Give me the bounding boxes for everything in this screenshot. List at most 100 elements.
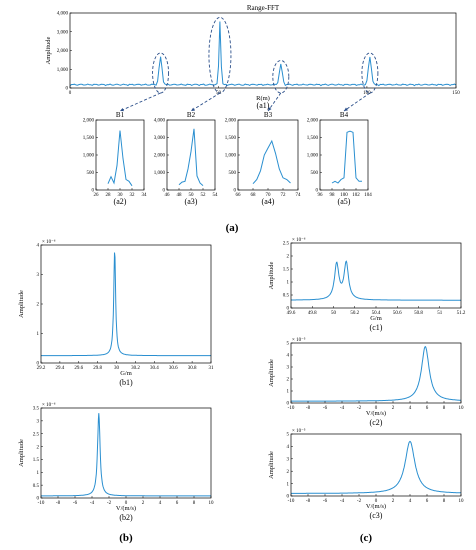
series-line-a2 (107, 130, 133, 187)
x-tick-label-b1: 30.2 (131, 366, 140, 371)
y-tick-label-a4: 2,000 (225, 119, 237, 124)
y-tick-label-b2: 3 (37, 420, 40, 425)
y-tick-label-c2: 0 (287, 402, 290, 407)
y-axis-label-b1: Amplitude (18, 290, 25, 318)
x-tick-label-a4: 72 (281, 193, 287, 198)
y-tick-label-a2: 500 (87, 171, 95, 176)
x-tick-label-c2: 10 (459, 406, 465, 411)
x-tick-label-b1: 31 (209, 366, 215, 371)
axis-box-c2 (290, 342, 462, 404)
y-tick-label-b1: 1 (37, 332, 40, 337)
y-tick-label-c1: 1 (287, 281, 290, 286)
x-tick-label-b2: 8 (193, 501, 196, 506)
y-exponent-c3: × 10⁻⁵ (292, 428, 306, 434)
caption-b2: (b2) (119, 513, 133, 522)
inset-name-a3: B2 (187, 111, 196, 119)
x-tick-label-a5: 98 (330, 193, 336, 198)
series-line-a4 (252, 139, 291, 185)
axis-box-b1 (40, 244, 212, 364)
panel-caption-c: (c) (360, 532, 373, 544)
annotation-layer (119, 16, 379, 112)
x-tick-label-b1: 29.6 (74, 366, 83, 371)
x-axis-label-c1: G/m (370, 315, 382, 322)
y-tick-label-a1: 4,000 (57, 12, 69, 17)
y-tick-label-b2: 2.5 (33, 432, 40, 437)
series-line-a1 (69, 21, 457, 87)
x-axis-label-c3: V/(m/s) (366, 503, 386, 510)
x-tick-label-b1: 29.2 (37, 366, 46, 371)
inset-name-a5: B4 (340, 111, 349, 119)
x-tick-label-c1: 49.6 (287, 311, 296, 316)
series-line-b1 (41, 252, 211, 357)
caption-a5: (a5) (338, 197, 351, 206)
x-tick-label-a5: 102 (352, 193, 360, 198)
axis-box-a3 (166, 119, 216, 191)
x-tick-label-c3: 10 (459, 499, 465, 504)
x-tick-label-c1: 51 (437, 311, 443, 316)
x-axis-label-c2: V/(m/s) (366, 410, 386, 417)
y-tick-label-c1: 0 (287, 307, 290, 312)
x-tick-label-c1: 49.8 (308, 311, 317, 316)
x-tick-label-c3: 0 (375, 499, 378, 504)
x-tick-label-c3: -2 (357, 499, 362, 504)
y-axis-label-b2: Amplitude (18, 439, 25, 467)
y-tick-label-b2: 2 (37, 445, 40, 450)
y-exponent-c1: × 10⁻⁶ (292, 237, 306, 243)
x-tick-label-a2: 30 (118, 193, 124, 198)
y-axis-label-c1: Amplitude (268, 261, 275, 289)
x-tick-label-c3: 4 (409, 499, 412, 504)
chart-title-a1: Range-FFT (247, 4, 280, 12)
x-tick-label-c1: 50.6 (393, 311, 402, 316)
x-tick-label-c2: -6 (323, 406, 328, 411)
x-tick-label-a4: 66 (236, 193, 242, 198)
x-tick-label-c1: 51.2 (457, 311, 466, 316)
x-tick-label-a2: 34 (142, 193, 148, 198)
x-tick-label-a2: 28 (106, 193, 112, 198)
x-tick-label-a5: 96 (318, 193, 324, 198)
y-tick-label-c2: 2 (287, 378, 290, 383)
y-tick-label-b1: 4 (37, 244, 40, 249)
arrow-head-B3 (268, 107, 272, 111)
x-tick-label-a3: 46 (165, 193, 171, 198)
arrow-head-B1 (120, 107, 124, 112)
y-tick-label-c2: 4 (287, 354, 290, 359)
x-tick-label-c3: -10 (288, 499, 295, 504)
y-exponent-b1: × 10⁻⁶ (42, 239, 56, 245)
y-tick-label-a4: 0 (234, 189, 237, 194)
y-tick-label-a2: 1,000 (83, 154, 95, 159)
chart-c1: 49.6 49.8 50 50.2 50.4 50.6 50.8 51 51.2 0 0.5 1 1.5… (268, 237, 466, 332)
y-tick-label-b1: 2 (37, 303, 40, 308)
y-tick-label-a4: 500 (229, 171, 237, 176)
panel-caption-b: (b) (119, 532, 133, 544)
x-tick-label-b1: 30.8 (188, 366, 197, 371)
y-tick-label-b1: 3 (37, 273, 40, 278)
chart-a1: 0 50 100 15001,0002,0003,0004,000R(m)Amplit… (45, 4, 460, 110)
x-tick-label-a1: 100 (363, 91, 371, 96)
x-tick-label-b2: 10 (209, 501, 215, 506)
peak-ellipse-B3 (272, 60, 290, 94)
x-tick-label-b2: -6 (73, 501, 78, 506)
y-tick-label-b2: 1 (37, 471, 40, 476)
y-tick-label-c3: 3 (287, 458, 290, 463)
y-tick-label-a1: 0 (66, 87, 69, 92)
y-tick-label-c1: 2.5 (283, 242, 290, 247)
chart-a4: 66 68 70 72 74 0 500 1,000 1,500 2,000 B3 (a4) (225, 111, 301, 206)
x-tick-label-a3: 48 (177, 193, 183, 198)
y-tick-label-c2: 5 (287, 342, 290, 347)
x-tick-label-c3: -4 (340, 499, 345, 504)
chart-b2: -10 -8 -6 -4 -2 0 2 4 6 8 10 0 0.5 1 1.5 2 2.5 3 3.5 V/(m/s… (18, 402, 214, 522)
x-tick-label-a1: 150 (452, 91, 460, 96)
y-tick-label-c2: 1 (287, 390, 290, 395)
arrow-line-B1 (119, 92, 161, 112)
y-tick-label-c1: 0.5 (283, 294, 290, 299)
x-tick-label-b1: 30 (114, 366, 120, 371)
x-tick-label-c1: 50.4 (372, 311, 381, 316)
x-tick-label-b2: 2 (142, 501, 145, 506)
x-tick-label-c1: 50.2 (350, 311, 359, 316)
x-tick-label-b1: 29.8 (93, 366, 102, 371)
y-tick-label-a5: 500 (311, 171, 319, 176)
x-tick-label-c2: 0 (375, 406, 378, 411)
x-tick-label-a3: 52 (201, 193, 207, 198)
inset-name-a2: B1 (116, 111, 125, 119)
